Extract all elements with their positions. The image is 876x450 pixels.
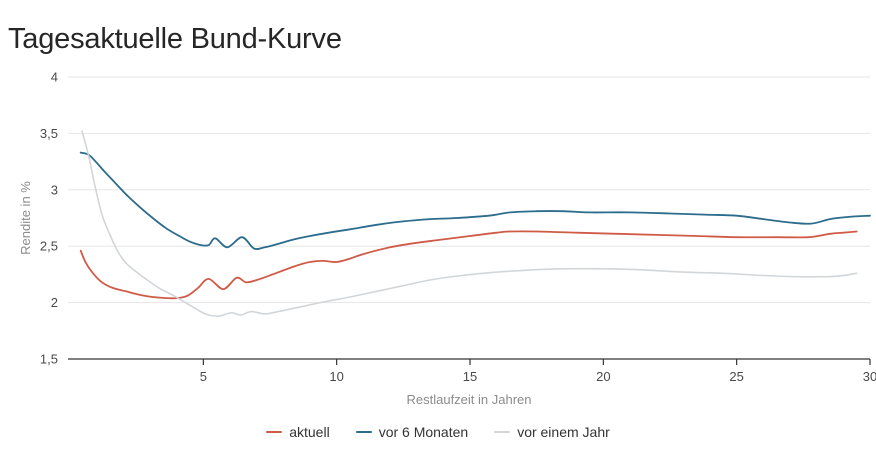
legend-item-vor-einem-Jahr[interactable]: vor einem Jahr xyxy=(494,424,610,440)
series-lines xyxy=(79,130,871,318)
x-tick-label: 25 xyxy=(729,369,743,384)
legend-label: vor einem Jahr xyxy=(517,424,610,440)
legend-label: vor 6 Monaten xyxy=(378,424,469,440)
axes: 4 3,5 3 2,5 2 1,5 5 10 15 20 25 30 xyxy=(40,70,876,385)
bund-curve-chart: 4 3,5 3 2,5 2 1,5 5 10 15 20 25 30 Rendite in % Res… xyxy=(18,70,876,408)
series-line-vor-einem-Jahr xyxy=(81,130,858,318)
y-tick-label: 2,5 xyxy=(40,239,58,254)
legend-line-swatch xyxy=(266,431,283,433)
legend-item-vor-6-Monaten[interactable]: vor 6 Monaten xyxy=(355,424,469,440)
x-tick-label: 10 xyxy=(329,369,343,384)
y-tick-label: 1,5 xyxy=(40,352,58,367)
y-tick-label: 3,5 xyxy=(40,126,58,141)
series-line-aktuell xyxy=(79,230,858,300)
x-axis-title: Restlaufzeit in Jahren xyxy=(406,392,531,407)
legend-label: aktuell xyxy=(289,424,330,440)
x-tick-label: 30 xyxy=(863,369,876,384)
legend-item-aktuell[interactable]: aktuell xyxy=(266,424,330,440)
series-line-vor-6-Monaten xyxy=(79,151,871,250)
x-tick-label: 5 xyxy=(200,369,207,384)
gridlines xyxy=(68,76,870,304)
x-tick-label: 15 xyxy=(463,369,477,384)
y-tick-label: 2 xyxy=(51,295,58,310)
page-title: Tagesaktuelle Bund-Kurve xyxy=(8,23,342,56)
chart-legend: aktuell vor 6 Monaten vor einem Jahr xyxy=(0,424,876,440)
legend-line-swatch xyxy=(355,431,372,433)
y-tick-label: 4 xyxy=(51,70,58,85)
legend-line-swatch xyxy=(494,431,511,433)
y-axis-title: Rendite in % xyxy=(18,181,33,255)
y-tick-label: 3 xyxy=(51,182,58,197)
x-tick-label: 20 xyxy=(596,369,610,384)
